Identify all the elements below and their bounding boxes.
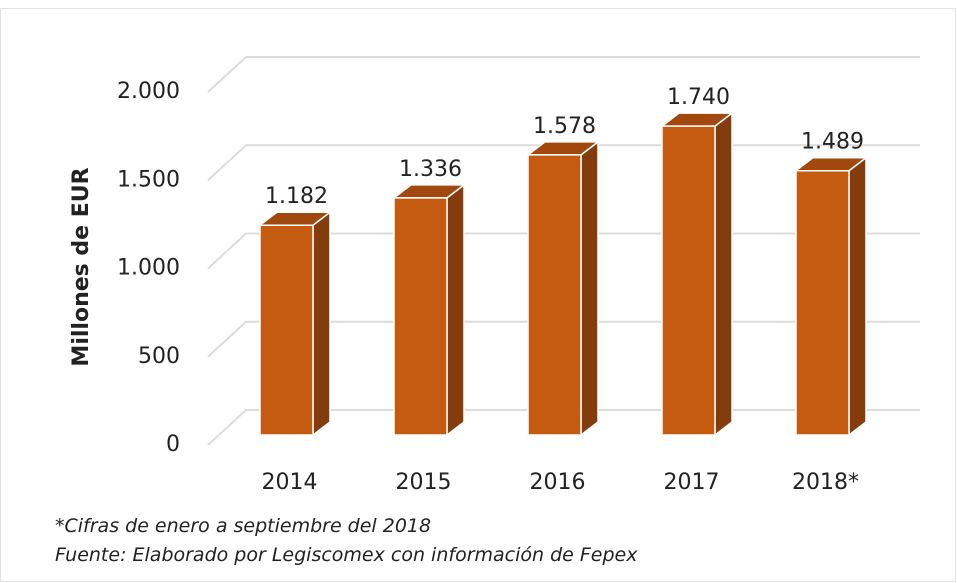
- y-tick-label: 1.000: [117, 256, 180, 281]
- bar-front: [795, 169, 850, 436]
- annotation: *Cifras de enero a septiembre del 2018: [55, 515, 431, 537]
- bar-side: [446, 183, 465, 437]
- value-label: 1.182: [265, 184, 328, 209]
- x-tick-label: 2017: [664, 470, 720, 495]
- value-label: 1.336: [399, 157, 462, 182]
- x-tick-label: 2015: [396, 470, 452, 495]
- value-label: 1.578: [533, 114, 596, 139]
- value-label: 1.740: [667, 85, 730, 110]
- bar-side: [580, 140, 599, 437]
- y-axis-label: Millones de EUR: [69, 167, 94, 366]
- bar: [659, 111, 735, 437]
- bar-side: [312, 210, 331, 437]
- bar: [391, 183, 467, 437]
- x-tick-label: 2016: [530, 470, 586, 495]
- bar-front: [661, 125, 716, 436]
- y-tick-label: 2.000: [117, 79, 180, 104]
- bar-front: [393, 197, 448, 436]
- y-tick-label: 500: [138, 344, 180, 369]
- x-tick-label: 2018*: [792, 470, 859, 495]
- value-label: 1.489: [801, 130, 864, 155]
- bar-side: [714, 111, 733, 437]
- y-tick-label: 0: [166, 432, 180, 457]
- x-tick-label: 2014: [262, 470, 318, 495]
- frame: [0, 8, 956, 582]
- bar: [525, 140, 601, 437]
- bar: [257, 210, 333, 437]
- annotation: Fuente: Elaborado por Legiscomex con inf…: [55, 544, 638, 566]
- bar-front: [527, 154, 582, 436]
- bar-front: [259, 224, 314, 436]
- grid-line: [207, 56, 920, 93]
- y-tick-label: 1.500: [117, 167, 180, 192]
- bar-side: [848, 156, 867, 437]
- bar: [793, 156, 869, 437]
